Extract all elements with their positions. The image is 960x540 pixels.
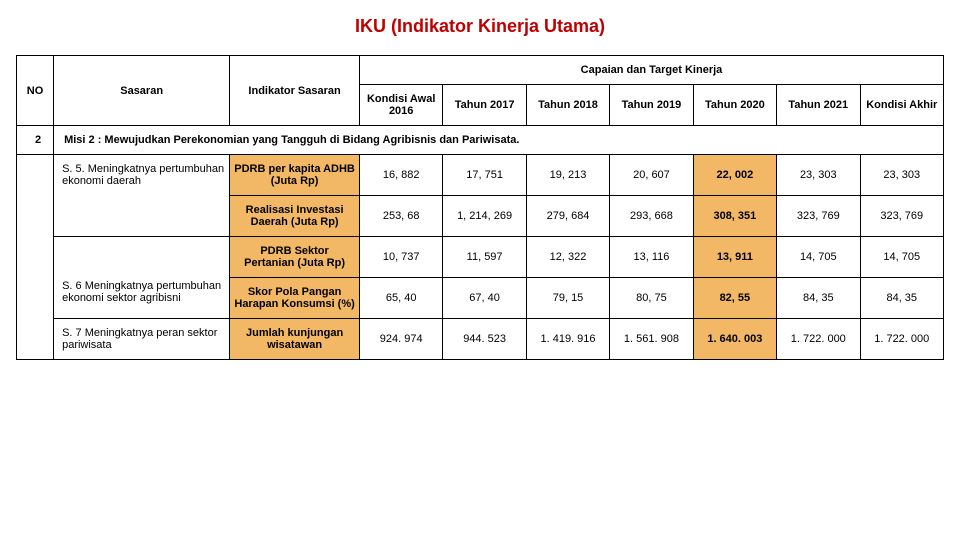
misi-text: Misi 2 : Mewujudkan Perekonomian yang Ta… bbox=[54, 126, 944, 155]
header-no: NO bbox=[17, 56, 54, 126]
value-cell: 924. 974 bbox=[359, 319, 442, 360]
value-cell: 12, 322 bbox=[526, 237, 609, 278]
value-cell: 84, 35 bbox=[860, 278, 944, 319]
iku-table: NO Sasaran Indikator Sasaran Capaian dan… bbox=[16, 55, 944, 360]
value-cell: 279, 684 bbox=[526, 196, 609, 237]
value-cell-highlight: 13, 911 bbox=[693, 237, 776, 278]
indikator-cell: Jumlah kunjungan wisatawan bbox=[230, 319, 360, 360]
value-cell: 1. 722. 000 bbox=[777, 319, 860, 360]
value-cell-highlight: 308, 351 bbox=[693, 196, 776, 237]
value-cell: 84, 35 bbox=[777, 278, 860, 319]
value-cell: 1. 722. 000 bbox=[860, 319, 944, 360]
sasaran-cell: S. 6 Meningkatnya pertumbuhan ekonomi se… bbox=[54, 278, 230, 319]
empty-no-cell bbox=[17, 155, 54, 360]
value-cell: 323, 769 bbox=[777, 196, 860, 237]
value-cell-highlight: 82, 55 bbox=[693, 278, 776, 319]
value-cell: 23, 303 bbox=[860, 155, 944, 196]
indikator-cell: PDRB per kapita ADHB (Juta Rp) bbox=[230, 155, 360, 196]
value-cell: 67, 40 bbox=[443, 278, 526, 319]
value-cell: 19, 213 bbox=[526, 155, 609, 196]
sasaran-cell: S. 7 Meningkatnya peran sektor pariwisat… bbox=[54, 319, 230, 360]
value-cell: 20, 607 bbox=[610, 155, 693, 196]
header-group: Capaian dan Target Kinerja bbox=[359, 56, 943, 85]
value-cell: 14, 705 bbox=[777, 237, 860, 278]
sasaran-cell-empty bbox=[54, 237, 230, 278]
value-cell: 80, 75 bbox=[610, 278, 693, 319]
table-row: Realisasi Investasi Daerah (Juta Rp) 253… bbox=[17, 196, 944, 237]
value-cell: 14, 705 bbox=[860, 237, 944, 278]
sasaran-cell-empty bbox=[54, 196, 230, 237]
value-cell: 323, 769 bbox=[860, 196, 944, 237]
page-title: IKU (Indikator Kinerja Utama) bbox=[16, 16, 944, 37]
value-cell: 79, 15 bbox=[526, 278, 609, 319]
header-col-5: Tahun 2021 bbox=[777, 85, 860, 126]
value-cell: 65, 40 bbox=[359, 278, 442, 319]
table-row: S. 5. Meningkatnya pertumbuhan ekonomi d… bbox=[17, 155, 944, 196]
value-cell: 293, 668 bbox=[610, 196, 693, 237]
sasaran-cell: S. 5. Meningkatnya pertumbuhan ekonomi d… bbox=[54, 155, 230, 196]
header-col-4: Tahun 2020 bbox=[693, 85, 776, 126]
header-indikator: Indikator Sasaran bbox=[230, 56, 360, 126]
value-cell: 944. 523 bbox=[443, 319, 526, 360]
value-cell: 16, 882 bbox=[359, 155, 442, 196]
misi-no: 2 bbox=[17, 126, 54, 155]
header-col-2: Tahun 2018 bbox=[526, 85, 609, 126]
header-col-0: Kondisi Awal 2016 bbox=[359, 85, 442, 126]
value-cell: 1. 561. 908 bbox=[610, 319, 693, 360]
header-col-1: Tahun 2017 bbox=[443, 85, 526, 126]
value-cell: 10, 737 bbox=[359, 237, 442, 278]
table-row: S. 6 Meningkatnya pertumbuhan ekonomi se… bbox=[17, 278, 944, 319]
indikator-cell: Skor Pola Pangan Harapan Konsumsi (%) bbox=[230, 278, 360, 319]
table-row: PDRB Sektor Pertanian (Juta Rp) 10, 737 … bbox=[17, 237, 944, 278]
value-cell: 13, 116 bbox=[610, 237, 693, 278]
value-cell: 1, 214, 269 bbox=[443, 196, 526, 237]
misi-row: 2 Misi 2 : Mewujudkan Perekonomian yang … bbox=[17, 126, 944, 155]
header-col-3: Tahun 2019 bbox=[610, 85, 693, 126]
table-row: S. 7 Meningkatnya peran sektor pariwisat… bbox=[17, 319, 944, 360]
value-cell-highlight: 1. 640. 003 bbox=[693, 319, 776, 360]
value-cell-highlight: 22, 002 bbox=[693, 155, 776, 196]
value-cell: 253, 68 bbox=[359, 196, 442, 237]
header-col-6: Kondisi Akhir bbox=[860, 85, 944, 126]
value-cell: 1. 419. 916 bbox=[526, 319, 609, 360]
indikator-cell: Realisasi Investasi Daerah (Juta Rp) bbox=[230, 196, 360, 237]
value-cell: 23, 303 bbox=[777, 155, 860, 196]
indikator-cell: PDRB Sektor Pertanian (Juta Rp) bbox=[230, 237, 360, 278]
value-cell: 17, 751 bbox=[443, 155, 526, 196]
header-sasaran: Sasaran bbox=[54, 56, 230, 126]
value-cell: 11, 597 bbox=[443, 237, 526, 278]
